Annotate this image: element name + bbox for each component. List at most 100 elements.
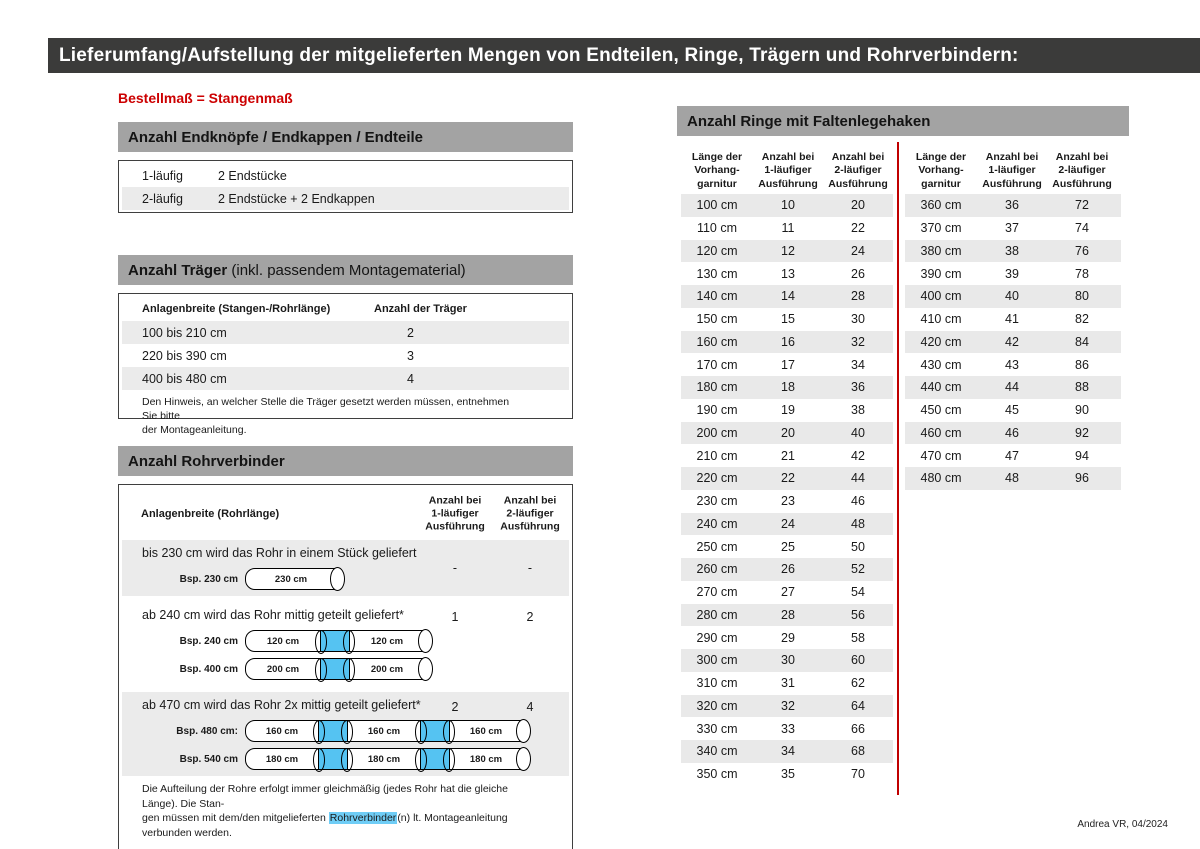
- cell-count-1laeufig: 26: [781, 562, 795, 577]
- rod-diagram-400: 200 cm 200 cm: [245, 657, 433, 682]
- cell-count-2laeufig: 44: [851, 471, 865, 486]
- rod-diagram-230: 230 cm: [245, 567, 345, 591]
- cell-length: 130 cm: [696, 266, 738, 281]
- cell-count-2laeufig: 88: [1075, 380, 1089, 395]
- cell-length: 420 cm: [920, 334, 962, 349]
- cell-length: 350 cm: [696, 767, 738, 782]
- cell-length: 380 cm: [920, 243, 962, 258]
- cell-count-2laeufig: 78: [1075, 266, 1089, 281]
- ring-table-row: 110 cm 11 22: [681, 217, 893, 240]
- ring-table-row: 330 cm 33 66: [681, 717, 893, 740]
- cell-length: 180 cm: [696, 380, 738, 395]
- cell-count-2laeufig: 94: [1075, 448, 1089, 463]
- table-row: 100 bis 210 cm 2: [122, 321, 569, 344]
- col-header-2-laeufig: Anzahl bei 2-läufiger Ausführung: [500, 494, 560, 533]
- ring-table-row: 460 cm 46 92: [905, 421, 1121, 445]
- ring-table-row: 380 cm 38 76: [905, 239, 1121, 263]
- page-title: Lieferumfang/Aufstellung der mitgeliefer…: [59, 44, 1019, 66]
- ring-table-row: 170 cm 17 34: [681, 353, 893, 376]
- cell-count-1laeufig: 46: [1005, 425, 1019, 440]
- cell-count-1laeufig: 25: [781, 539, 795, 554]
- cell-length: 370 cm: [920, 221, 962, 236]
- cell-length: 340 cm: [696, 744, 738, 759]
- cell-count-2laeufig: 70: [851, 767, 865, 782]
- rod-connector-icon: [315, 658, 355, 682]
- section-header-traeger-normal: (inkl. passendem Montagematerial): [227, 261, 466, 279]
- cell-length: 360 cm: [920, 198, 962, 213]
- col-header-laenge: Länge der Vorhang- garnitur: [915, 151, 967, 190]
- cell-count-1laeufig: 32: [781, 698, 795, 713]
- rod-row-400: Bsp. 400 cm 200 cm 200 cm: [122, 657, 569, 682]
- note-line2-pre: gen müssen mit dem/den mitgelieferten: [142, 812, 329, 825]
- cell-count-1laeufig: 44: [1005, 380, 1019, 395]
- cell-length: 320 cm: [696, 698, 738, 713]
- cell-length: 450 cm: [920, 403, 962, 418]
- cell-length: 150 cm: [696, 312, 738, 327]
- cell-count-1laeufig: 22: [781, 471, 795, 486]
- red-divider: [897, 142, 899, 795]
- rod-segment: 200 cm: [349, 658, 425, 680]
- cell-count-2laeufig: 46: [851, 494, 865, 509]
- cell-count-2laeufig: 86: [1075, 357, 1089, 372]
- rohrverbinder-note: Die Aufteilung der Rohre erfolgt immer g…: [122, 782, 569, 841]
- section-header-traeger: Anzahl Träger (inkl. passendem Montagema…: [118, 255, 573, 285]
- cell-length: 290 cm: [696, 630, 738, 645]
- rv-count-2laeufig: -: [527, 561, 533, 575]
- rod-segment: 180 cm: [449, 748, 523, 770]
- rod-segment-group: 120 cm: [349, 630, 425, 652]
- cell-count-1laeufig: 34: [781, 744, 795, 759]
- cell-count-2laeufig: 84: [1075, 334, 1089, 349]
- ring-table-row: 360 cm 36 72: [905, 194, 1121, 217]
- cell-count-2laeufig: 52: [851, 562, 865, 577]
- cell-length: 240 cm: [696, 516, 738, 531]
- col-header-2-laeufig: Anzahl bei 2-läufiger Ausführung: [1052, 151, 1112, 190]
- cell-count-2laeufig: 20: [851, 198, 865, 213]
- cell-count-2laeufig: 64: [851, 698, 865, 713]
- cell-count-2laeufig: 80: [1075, 289, 1089, 304]
- ring-table-row: 190 cm 19 38: [681, 399, 893, 422]
- ring-table-row: 420 cm 42 84: [905, 330, 1121, 354]
- cell-length: 480 cm: [920, 471, 962, 486]
- ring-table-row: 440 cm 44 88: [905, 376, 1121, 399]
- rod-connector-icon: [315, 630, 355, 654]
- rod-segment-group: 160 cm: [347, 720, 455, 744]
- note-highlight-rohrverbinder: Rohrverbinder: [328, 812, 398, 825]
- cell-length: 390 cm: [920, 266, 962, 281]
- cell-count-1laeufig: 19: [781, 403, 795, 418]
- cell-count-1laeufig: 17: [781, 357, 795, 372]
- col-header-anlagenbreite: Anlagenbreite (Stangen-/Rohrlänge): [142, 303, 331, 315]
- cell-count-1laeufig: 33: [781, 721, 795, 736]
- rod-segment-group: 180 cm: [245, 748, 353, 772]
- traeger-rows: 100 bis 210 cm 2 220 bis 390 cm 3 400 bi…: [122, 321, 569, 390]
- ring-table-row: 300 cm 30 60: [681, 649, 893, 672]
- rod-segment: 120 cm: [349, 630, 425, 652]
- cell-count-1laeufig: 27: [781, 585, 795, 600]
- cell-length: 260 cm: [696, 562, 738, 577]
- rv-count-1laeufig: 1: [451, 610, 459, 624]
- cell-count-1laeufig: 21: [781, 448, 795, 463]
- section-header-ringe: Anzahl Ringe mit Faltenlegehaken: [677, 106, 1129, 136]
- rod-segment-group: 180 cm: [449, 748, 523, 770]
- cell-length: 460 cm: [920, 425, 962, 440]
- cell-count-1laeufig: 30: [781, 653, 795, 668]
- rv-description: ab 470 cm wird das Rohr 2x mittig geteil…: [142, 698, 421, 712]
- cell-count-2laeufig: 48: [851, 516, 865, 531]
- row-range: 400 bis 480 cm: [142, 371, 227, 386]
- ring-table-row: 230 cm 23 46: [681, 490, 893, 513]
- ring-table-row: 200 cm 20 40: [681, 421, 893, 445]
- rod-segment: 160 cm: [245, 720, 319, 742]
- cell-count-2laeufig: 30: [851, 312, 865, 327]
- rv-count-2laeufig: 2: [526, 610, 534, 624]
- rod-row-240: Bsp. 240 cm 120 cm 120 cm: [122, 629, 569, 654]
- ring-table-row: 310 cm 31 62: [681, 672, 893, 695]
- cell-length: 440 cm: [920, 380, 962, 395]
- cell-count-1laeufig: 18: [781, 380, 795, 395]
- ring-table-row: 410 cm 41 82: [905, 308, 1121, 331]
- section-header-traeger-bold: Anzahl Träger: [128, 261, 228, 279]
- cell-length: 220 cm: [696, 471, 738, 486]
- cell-count-2laeufig: 26: [851, 266, 865, 281]
- cell-count-2laeufig: 56: [851, 607, 865, 622]
- col-header-1-laeufig: Anzahl bei 1-läufiger Ausführung: [982, 151, 1042, 190]
- ring-table-row: 320 cm 32 64: [681, 694, 893, 718]
- rv-section-single-piece: bis 230 cm wird das Rohr in einem Stück …: [122, 540, 569, 596]
